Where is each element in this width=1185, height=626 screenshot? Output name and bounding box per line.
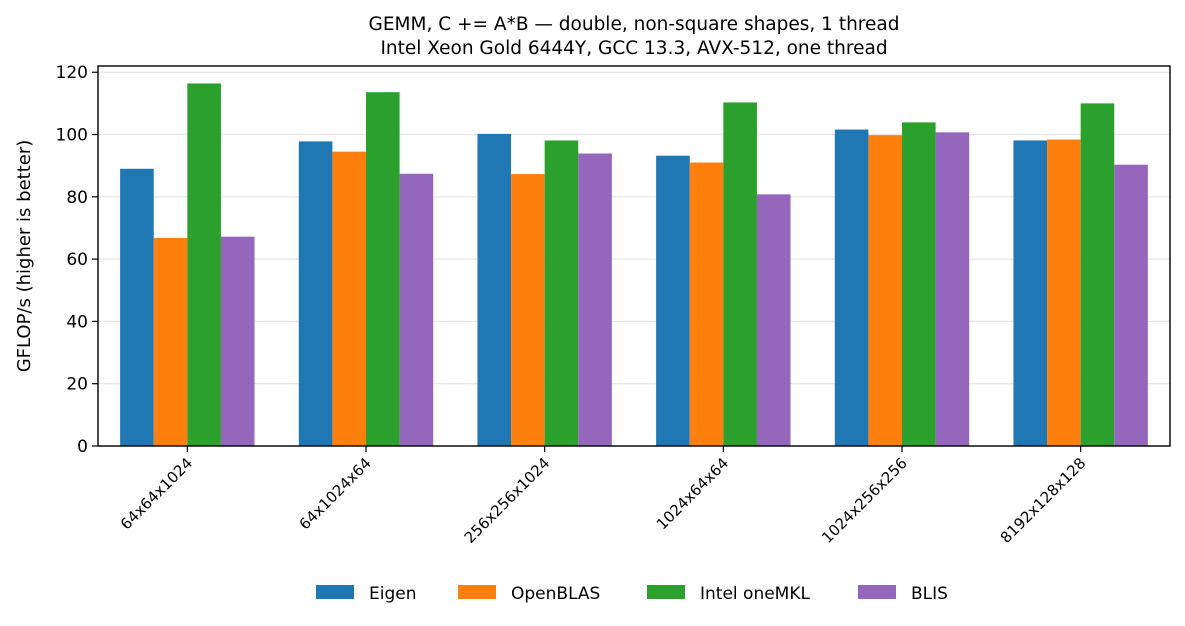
y-ticks: 0 20 40 60 80 100 120 <box>56 63 98 457</box>
legend: Eigen OpenBLAS Intel oneMKL BLIS <box>316 584 948 604</box>
legend-label: Intel oneMKL <box>700 584 810 604</box>
y-tick-label: 60 <box>66 250 88 270</box>
chart-subtitle: Intel Xeon Gold 6444Y, GCC 13.3, AVX-512… <box>380 38 887 59</box>
bar-openblas <box>511 174 545 446</box>
x-tick-label: 256x256x1024 <box>461 454 554 547</box>
bar-intel-onemkl <box>902 122 936 447</box>
bar-eigen <box>477 133 512 446</box>
bar-eigen <box>298 141 333 446</box>
bar-blis <box>1114 164 1148 446</box>
bar-openblas <box>332 151 366 446</box>
legend-swatch <box>316 585 354 599</box>
y-tick-label: 100 <box>56 126 88 146</box>
legend-label: OpenBLAS <box>511 584 600 604</box>
bar-intel-onemkl <box>366 92 400 446</box>
axes <box>97 65 1171 447</box>
bar-blis <box>578 153 612 446</box>
y-tick-label: 20 <box>66 375 88 395</box>
legend-label: BLIS <box>911 584 948 604</box>
bar-intel-onemkl <box>187 83 221 446</box>
bar-openblas <box>689 162 724 446</box>
bar-openblas <box>153 237 188 446</box>
bar-blis <box>756 194 791 446</box>
x-tick-label: 1024x64x64 <box>653 454 732 533</box>
bar-blis <box>220 236 255 446</box>
bar-eigen <box>120 168 154 447</box>
legend-label: Eigen <box>369 584 417 604</box>
y-axis-label: GFLOP/s (higher is better) <box>14 140 35 373</box>
legend-swatch <box>647 585 685 599</box>
bar-intel-onemkl <box>544 140 579 446</box>
bar-openblas <box>868 135 902 447</box>
legend-swatch <box>858 585 896 599</box>
bar-eigen <box>656 155 690 446</box>
bar-blis <box>399 173 434 446</box>
chart-title: GEMM, C += A*B — double, non-square shap… <box>369 14 900 35</box>
bar-intel-onemkl <box>1080 103 1115 447</box>
y-tick-label: 0 <box>77 437 88 457</box>
legend-swatch <box>458 585 496 599</box>
x-tick-label: 1024x256x256 <box>818 454 911 547</box>
x-tick-label: 64x1024x64 <box>296 454 375 533</box>
y-tick-label: 80 <box>66 188 88 208</box>
bars <box>120 83 1148 447</box>
bar-intel-onemkl <box>723 102 757 446</box>
bar-eigen <box>1013 140 1048 446</box>
bar-openblas <box>1047 139 1081 447</box>
x-ticks: 64x64x1024 64x1024x64 256x256x1024 1024x64x… <box>117 446 1090 547</box>
bar-blis <box>935 132 970 446</box>
y-tick-label: 120 <box>56 63 88 83</box>
y-tick-label: 40 <box>66 312 88 332</box>
grid-lines <box>98 71 1170 447</box>
x-tick-label: 64x64x1024 <box>117 454 196 533</box>
x-tick-label: 8192x128x128 <box>997 454 1090 547</box>
bar-eigen <box>834 129 869 446</box>
plot-frame <box>97 65 1171 447</box>
